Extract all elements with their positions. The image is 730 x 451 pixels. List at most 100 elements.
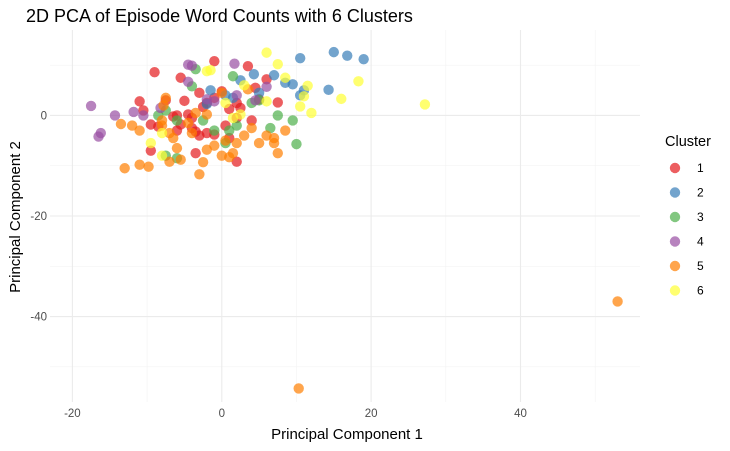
- data-point-cluster-1: [209, 55, 220, 67]
- data-point-cluster-6: [205, 65, 216, 76]
- data-point-cluster-6: [298, 91, 310, 102]
- data-point-cluster-6: [145, 137, 157, 149]
- data-point-cluster-4: [261, 81, 272, 93]
- data-point-cluster-5: [134, 125, 145, 136]
- legend-label-cluster-2: 2: [697, 186, 704, 200]
- data-point-cluster-1: [272, 97, 283, 108]
- data-point-cluster-1: [149, 67, 160, 78]
- legend-label-cluster-6: 6: [697, 284, 704, 298]
- data-point-cluster-2: [248, 69, 260, 80]
- data-point-cluster-5: [197, 157, 209, 168]
- data-point-cluster-1: [246, 115, 257, 126]
- legend-marker-cluster-6: [669, 285, 681, 296]
- data-point-cluster-2: [294, 52, 306, 64]
- data-point-cluster-2: [287, 79, 298, 90]
- data-point-cluster-4: [138, 110, 149, 121]
- legend-marker-cluster-5: [669, 260, 681, 272]
- data-point-cluster-5: [231, 137, 242, 149]
- data-point-cluster-5: [175, 154, 186, 165]
- data-point-cluster-5: [194, 169, 205, 180]
- legend-title: Cluster: [665, 134, 711, 150]
- data-point-cluster-3: [209, 125, 220, 136]
- data-point-cluster-6: [353, 76, 364, 87]
- data-point-cluster-1: [190, 147, 201, 159]
- data-point-cluster-2: [342, 50, 353, 61]
- data-point-cluster-5: [216, 87, 227, 99]
- data-point-cluster-5: [293, 383, 304, 394]
- data-point-cluster-3: [171, 115, 183, 126]
- plot-grid: [50, 30, 640, 402]
- data-point-cluster-6: [336, 93, 347, 105]
- data-point-cluster-5: [171, 142, 183, 154]
- data-point-cluster-4: [250, 95, 261, 106]
- data-point-cluster-6: [156, 150, 168, 161]
- axis-ticks: -20 0 20 40 -40 -20 0: [30, 110, 527, 420]
- data-point-cluster-5: [190, 107, 201, 119]
- data-point-cluster-4: [209, 96, 220, 107]
- data-point-cluster-1: [194, 87, 205, 99]
- data-point-cluster-6: [419, 99, 431, 110]
- y-tick-label: -40: [30, 312, 47, 324]
- data-point-cluster-6: [261, 96, 272, 107]
- data-point-cluster-4: [85, 100, 97, 112]
- legend-marker-cluster-4: [669, 236, 681, 247]
- data-point-cluster-1: [242, 60, 254, 72]
- data-point-cluster-2: [323, 84, 334, 96]
- data-point-cluster-4: [128, 106, 139, 118]
- data-point-cluster-5: [186, 127, 198, 139]
- data-point-cluster-2: [268, 70, 280, 81]
- data-point-cluster-2: [358, 53, 369, 65]
- data-point-cluster-6: [261, 47, 272, 58]
- data-point-cluster-5: [246, 122, 257, 134]
- legend-label-cluster-3: 3: [697, 210, 704, 224]
- y-tick-label: 0: [41, 110, 47, 122]
- legend: Cluster 1 2 3 4 5 6: [665, 134, 711, 298]
- data-point-cluster-6: [280, 72, 291, 83]
- x-axis-title: Principal Component 1: [271, 426, 423, 443]
- data-points: [85, 46, 623, 394]
- data-point-cluster-3: [291, 138, 302, 150]
- data-point-cluster-6: [235, 109, 246, 120]
- legend-marker-cluster-3: [669, 211, 681, 223]
- legend-label-cluster-5: 5: [697, 259, 704, 273]
- data-point-cluster-5: [272, 147, 283, 159]
- data-point-cluster-6: [306, 107, 317, 119]
- data-point-cluster-5: [115, 118, 127, 130]
- x-tick-label: 0: [219, 408, 225, 420]
- data-point-cluster-5: [268, 137, 280, 149]
- data-point-cluster-1: [134, 96, 145, 107]
- data-point-cluster-6: [272, 58, 283, 70]
- data-point-cluster-5: [220, 135, 231, 146]
- x-tick-label: 40: [514, 408, 527, 420]
- legend-marker-cluster-1: [669, 162, 681, 174]
- data-point-cluster-6: [302, 80, 313, 92]
- data-point-cluster-5: [612, 296, 623, 307]
- data-point-cluster-1: [179, 95, 190, 107]
- y-tick-label: -20: [30, 211, 47, 223]
- legend-label-cluster-4: 4: [697, 235, 704, 249]
- data-point-cluster-5: [280, 125, 291, 136]
- data-point-cluster-3: [227, 71, 239, 82]
- y-axis-title: Principal Component 2: [7, 141, 24, 293]
- data-point-cluster-5: [238, 130, 250, 141]
- legend-label-cluster-1: 1: [697, 161, 704, 175]
- data-point-cluster-5: [143, 161, 154, 172]
- data-point-cluster-5: [209, 140, 220, 151]
- x-tick-label: 20: [365, 408, 378, 420]
- data-point-cluster-5: [134, 159, 145, 170]
- data-point-cluster-1: [145, 145, 157, 156]
- data-point-cluster-3: [272, 110, 283, 121]
- data-point-cluster-5: [158, 100, 169, 111]
- data-point-cluster-4: [95, 127, 106, 139]
- data-point-cluster-3: [287, 115, 298, 126]
- data-point-cluster-4: [229, 58, 240, 69]
- data-point-cluster-4: [231, 90, 242, 101]
- data-point-cluster-4: [182, 76, 194, 87]
- legend-marker-cluster-2: [669, 187, 681, 198]
- data-point-cluster-2: [205, 85, 216, 96]
- data-point-cluster-5: [164, 156, 175, 167]
- data-point-cluster-5: [253, 137, 265, 149]
- chart-title: 2D PCA of Episode Word Counts with 6 Clu…: [26, 6, 413, 26]
- data-point-cluster-6: [220, 97, 231, 109]
